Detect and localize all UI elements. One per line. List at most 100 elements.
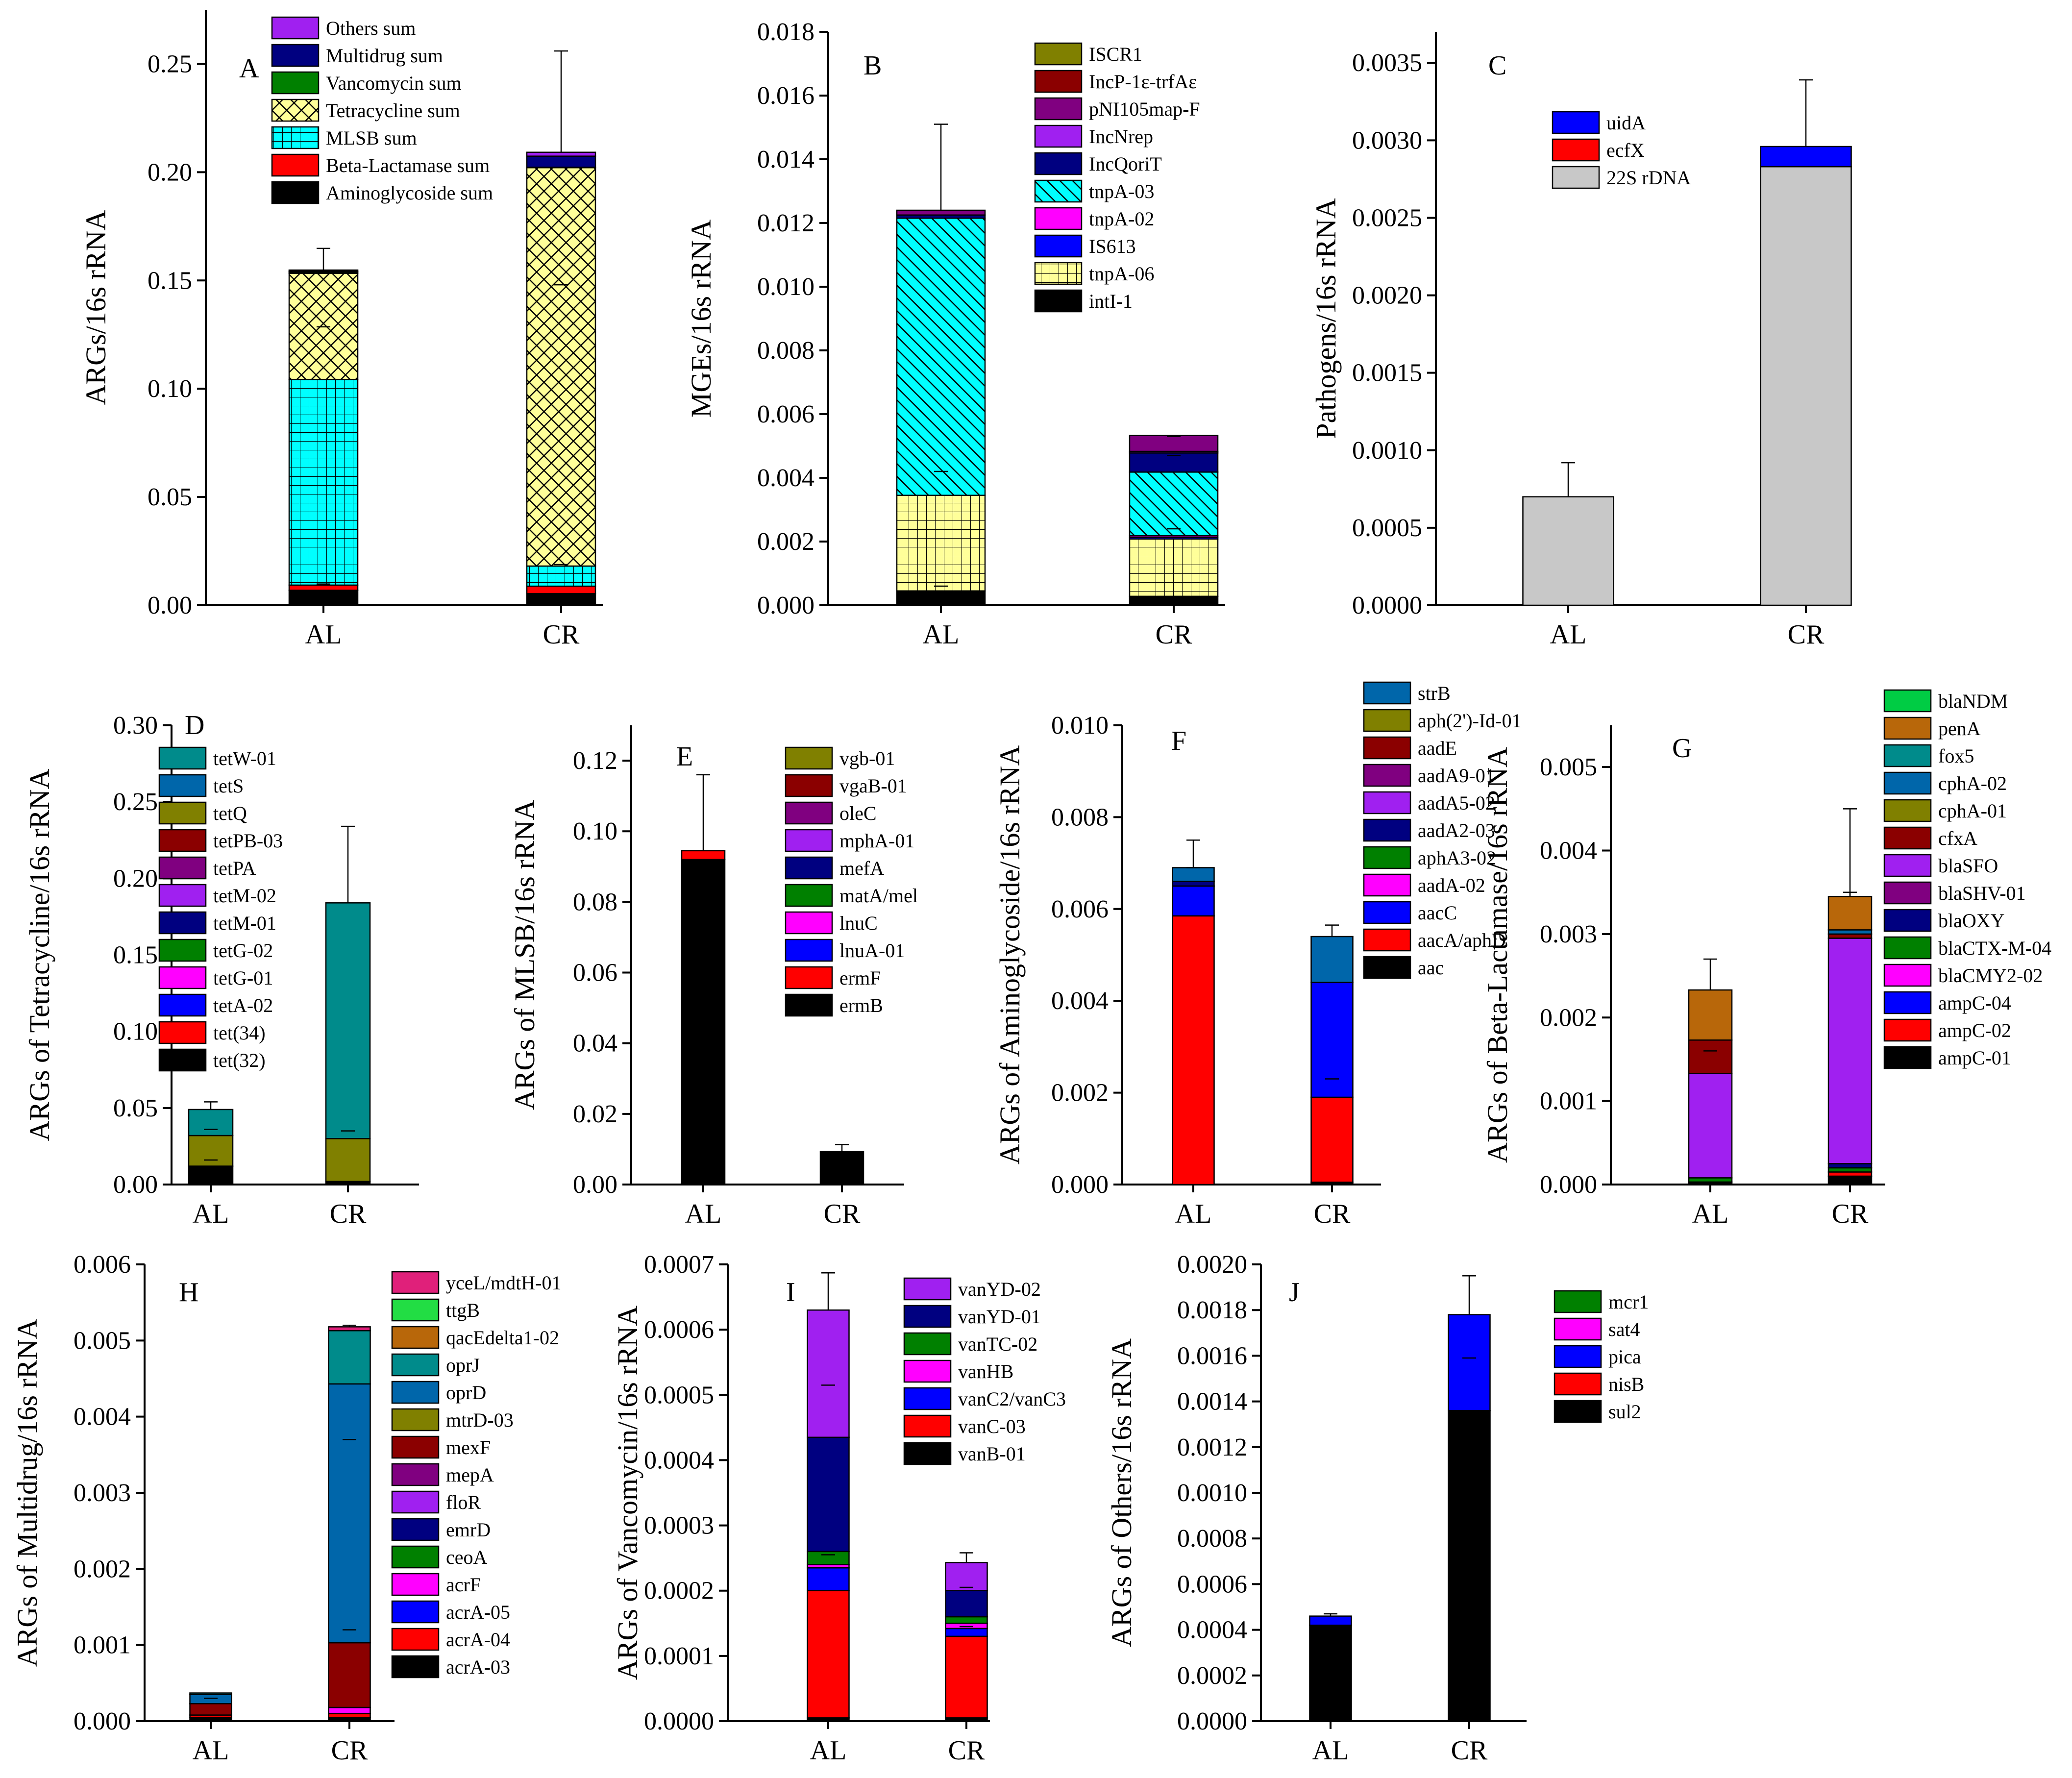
x-tick-label: AL	[1312, 1735, 1349, 1766]
x-tick-label: AL	[1692, 1199, 1729, 1229]
bar-segment	[681, 859, 726, 1185]
legend-G: blaNDM penA fox5 cphA-02 cphA-01 cfxA blaSFO bl…	[1883, 689, 2051, 1069]
bar-segment	[945, 1562, 988, 1591]
panel-D: 0.00 0.05 0.10 0.15 0.20 0.25 0.30 ARGs of Tetr…	[24, 710, 419, 1229]
bar-segment	[1760, 166, 1852, 606]
y-tick-label: 0.0002	[1177, 1662, 1247, 1690]
bar-segment	[328, 1383, 371, 1644]
legend-swatch	[158, 774, 207, 797]
legend-label: acrF	[446, 1574, 481, 1596]
legend-swatch	[785, 801, 833, 825]
legend-label: oprJ	[446, 1354, 480, 1376]
y-tick-label: 0.0005	[1352, 514, 1422, 542]
legend-label: aadA9-01	[1418, 765, 1495, 787]
bar-segment	[945, 1623, 988, 1630]
y-tick-label: 0.00	[573, 1171, 617, 1199]
legend-label: qacEdelta1-02	[446, 1327, 559, 1349]
y-tick-label: 0.000	[1051, 1171, 1109, 1199]
legend-swatch	[785, 884, 833, 907]
legend-swatch	[391, 1490, 440, 1514]
legend-C: uidA ecfX 22S rDNA	[1552, 111, 1691, 189]
y-tick-label: 0.014	[757, 146, 814, 173]
legend-label: blaCTX-M-04	[1938, 937, 2051, 959]
bar-hatch	[897, 218, 985, 495]
panel-C: 0.0000 0.0005 0.0010 0.0015 0.0020 0.0025 0.00…	[1310, 32, 1852, 650]
legend-label: vanHB	[958, 1360, 1013, 1383]
bar-segment	[945, 1628, 988, 1637]
y-tick-label: 0.003	[1540, 920, 1597, 948]
legend-I: vanYD-02 vanYD-01 vanTC-02 vanHB vanC2/vanC3…	[903, 1277, 1066, 1465]
legend-label: tet(34)	[213, 1022, 266, 1044]
y-tick-label: 0.0010	[1352, 437, 1422, 465]
legend-label: pica	[1608, 1346, 1641, 1368]
bar-segment	[1129, 435, 1219, 452]
bar-segment	[1688, 1177, 1733, 1183]
legend-label: tnpA-03	[1089, 180, 1154, 202]
legend-label: tetM-02	[213, 885, 276, 907]
y-tick-label: 0.0014	[1177, 1388, 1247, 1416]
legend-swatch	[1554, 1372, 1602, 1396]
legend-label: oleC	[839, 802, 877, 824]
y-tick-label: 0.08	[573, 888, 617, 916]
y-tick-label: 0.10	[113, 1018, 158, 1046]
legend-label: Vancomycin sum	[326, 72, 462, 94]
legend-swatch	[1883, 854, 1932, 877]
bar-segment	[188, 1135, 234, 1167]
y-tick-label: 0.20	[148, 158, 192, 186]
panel-F: 0.000 0.002 0.004 0.006 0.008 0.010 ARGs of Am…	[994, 681, 1522, 1229]
legend-label: aacC	[1418, 902, 1457, 924]
bar-segment	[328, 1330, 371, 1385]
x-tick-label: AL	[193, 1735, 229, 1766]
legend-label: ampC-02	[1938, 1019, 2011, 1041]
legend-swatch	[785, 829, 833, 852]
legend-label: tetM-01	[213, 912, 276, 934]
y-tick-label: 0.002	[74, 1555, 131, 1583]
y-axis-label: ARGs of MLSB/16s rRNA	[509, 800, 541, 1110]
legend-label: vgb-01	[839, 747, 895, 769]
panel-B: 0.000 0.002 0.004 0.006 0.008 0.010 0.012 0.014…	[685, 18, 1225, 650]
legend-swatch	[158, 966, 207, 989]
legend-label: matA/mel	[839, 885, 918, 907]
y-tick-label: 0.00	[113, 1171, 158, 1199]
bar-segment	[1172, 881, 1215, 887]
legend-label: vanC-03	[958, 1415, 1026, 1437]
bar-segment	[189, 1694, 232, 1704]
y-tick-label: 0.004	[1540, 837, 1597, 865]
y-axis-label: ARGs/16s rRNA	[80, 210, 112, 405]
bar-segment	[1688, 989, 1733, 1041]
y-tick-label: 0.10	[148, 375, 192, 403]
legend-label: tetA-02	[213, 994, 273, 1016]
y-tick-label: 0.005	[1540, 753, 1597, 781]
legend-swatch	[1034, 234, 1083, 258]
y-tick-label: 0.0030	[1352, 126, 1422, 154]
legend-swatch	[1363, 791, 1411, 815]
legend-label: blaSFO	[1938, 855, 1998, 877]
y-tick-label: 0.0020	[1177, 1251, 1247, 1279]
legend-label: pNI105map-F	[1089, 98, 1200, 120]
bar-segment	[1688, 1039, 1733, 1074]
legend-swatch	[785, 938, 833, 962]
legend-label: cphA-01	[1938, 800, 2007, 822]
legend-label: tet(32)	[213, 1049, 266, 1071]
legend-label: blaNDM	[1938, 690, 2008, 712]
legend-label: tetPA	[213, 857, 256, 879]
y-axis-label: ARGs of Multidrug/16s rRNA	[11, 1319, 43, 1667]
legend-swatch	[1363, 709, 1411, 732]
legend-label: tetPB-03	[213, 830, 283, 852]
legend-label: aph(2')-Id-01	[1418, 710, 1522, 732]
legend-swatch	[785, 993, 833, 1017]
legend-label: oprD	[446, 1382, 486, 1404]
x-tick-label: AL	[1550, 619, 1587, 650]
bar-segment	[1827, 895, 1873, 931]
bar-segment	[896, 209, 986, 216]
y-tick-label: 0.016	[757, 82, 814, 110]
x-tick-label: AL	[685, 1199, 722, 1229]
x-tick-label: CR	[1832, 1199, 1869, 1229]
legend-swatch	[391, 1381, 440, 1404]
y-tick-label: 0.006	[757, 400, 814, 428]
legend-swatch	[1034, 42, 1083, 66]
y-tick-label: 0.12	[573, 747, 617, 775]
legend-swatch	[391, 1271, 440, 1294]
legend-label: lnuA-01	[839, 939, 905, 962]
y-axis-label: ARGs of Others/16s rRNA	[1106, 1338, 1137, 1647]
